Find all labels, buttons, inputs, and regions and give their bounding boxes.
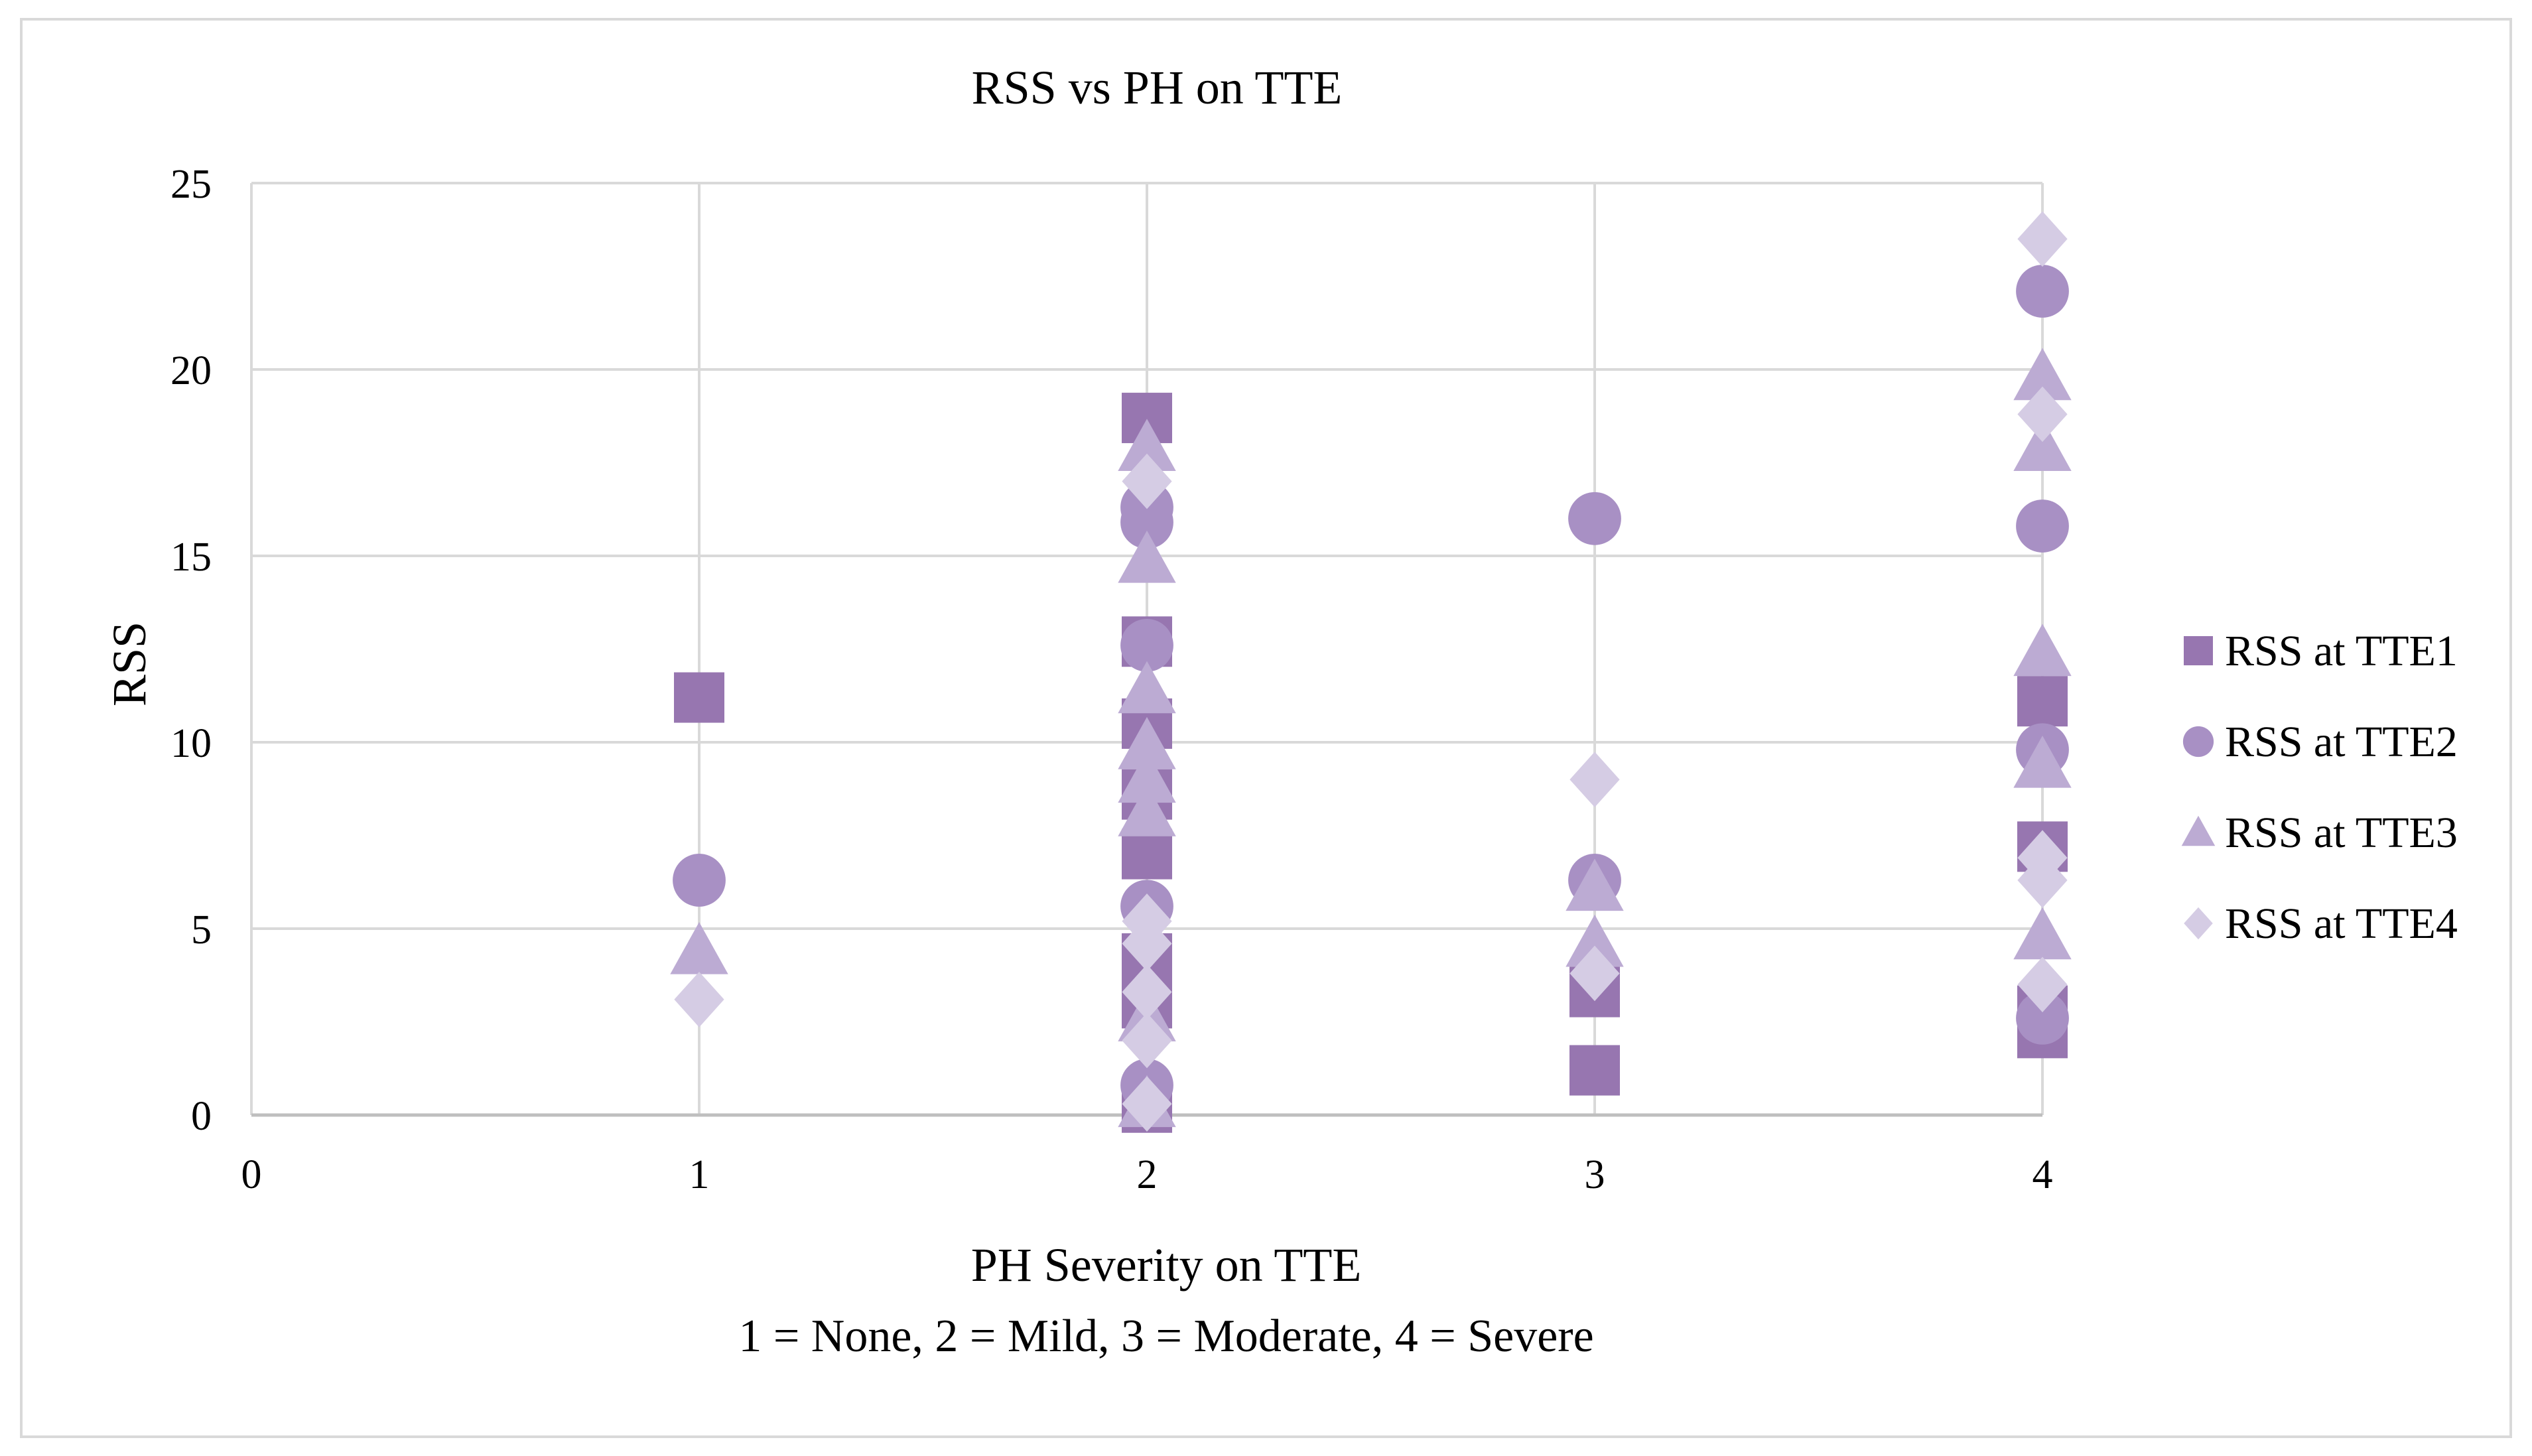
points-layer — [670, 211, 2072, 1133]
data-point-tte4 — [1122, 453, 1172, 509]
y-tick-label: 0 — [191, 1094, 212, 1139]
data-point-tte4 — [1122, 915, 1172, 972]
data-point-tte3 — [2013, 907, 2072, 960]
data-point-tte4 — [2017, 211, 2068, 267]
legend-label: RSS at TTE1 — [2225, 627, 2458, 675]
series-1 — [674, 393, 2068, 1133]
data-point-tte2 — [2016, 991, 2069, 1045]
y-tick-label: 20 — [170, 348, 212, 393]
legend-marker-circle — [2182, 726, 2214, 758]
data-point-tte1 — [674, 672, 724, 723]
legend-label: RSS at TTE3 — [2225, 809, 2458, 857]
data-point-tte4 — [1569, 752, 1620, 807]
labels-layer: RSS vs PH on TTE PH Severity on TTE 1 = … — [103, 61, 1594, 1362]
y-tick-label: 5 — [191, 907, 212, 953]
legend-marker-square — [2184, 636, 2213, 665]
data-point-tte2 — [2016, 499, 2069, 553]
legend-item-tte2: RSS at TTE2 — [2182, 718, 2458, 766]
legend-item-tte4: RSS at TTE4 — [2184, 899, 2458, 948]
data-point-tte3 — [670, 922, 728, 974]
legend-item-tte3: RSS at TTE3 — [2181, 809, 2458, 857]
y-tick-label: 25 — [170, 162, 212, 207]
data-point-tte3 — [2013, 736, 2072, 788]
data-point-tte3 — [1118, 750, 1176, 803]
x-tick-label: 1 — [689, 1152, 710, 1197]
data-point-tte2 — [673, 854, 726, 907]
data-point-tte3 — [1118, 661, 1176, 714]
legend-item-tte1: RSS at TTE1 — [2184, 627, 2458, 675]
y-tick-label: 15 — [170, 535, 212, 580]
data-point-tte4 — [2017, 386, 2068, 442]
data-point-tte3 — [1566, 858, 1624, 911]
x-tick-label: 2 — [1137, 1152, 1158, 1197]
data-point-tte2 — [1120, 618, 1173, 672]
chart-frame: 0 5 10 15 20 25 0 1 2 3 4 RSS vs PH on TTE PH Seve… — [20, 18, 2512, 1438]
data-point-tte1 — [2017, 676, 2068, 727]
data-point-tte4 — [2017, 957, 2068, 1013]
series-4 — [674, 211, 2068, 1132]
y-tick-label: 10 — [170, 721, 212, 766]
x-axis-label: PH Severity on TTE — [971, 1238, 1362, 1291]
data-point-tte4 — [1569, 945, 1620, 1002]
x-tick-label: 4 — [2032, 1152, 2053, 1197]
x-tick-label: 3 — [1585, 1152, 1605, 1197]
data-point-tte3 — [2013, 348, 2072, 401]
chart-title: RSS vs PH on TTE — [972, 61, 1343, 114]
series-3 — [670, 348, 2072, 1128]
data-point-tte2 — [2016, 265, 2069, 318]
data-point-tte4 — [1122, 964, 1172, 1020]
data-point-tte4 — [674, 971, 724, 1027]
x-axis-note: 1 = None, 2 = Mild, 3 = Moderate, 4 = Se… — [738, 1311, 1593, 1362]
data-point-tte3 — [1118, 716, 1176, 769]
data-point-tte4 — [2017, 852, 2068, 908]
data-point-tte3 — [1566, 914, 1624, 967]
data-point-tte3 — [1118, 419, 1176, 471]
data-point-tte4 — [1122, 1076, 1172, 1132]
data-point-tte3 — [2013, 624, 2072, 677]
series-2 — [673, 265, 2069, 1112]
legend-label: RSS at TTE2 — [2225, 718, 2458, 766]
legend-marker-triangle — [2181, 815, 2216, 846]
data-point-tte4 — [1122, 1012, 1172, 1069]
data-point-tte2 — [1568, 492, 1621, 545]
data-point-tte3 — [2013, 419, 2072, 471]
chart-svg: 0 5 10 15 20 25 0 1 2 3 4 RSS vs PH on TTE PH Seve… — [103, 61, 2458, 1362]
x-tick-label: 0 — [241, 1152, 262, 1197]
legend-label: RSS at TTE4 — [2225, 899, 2458, 948]
y-axis-label: RSS — [103, 622, 156, 706]
legend-marker-diamond — [2184, 907, 2213, 940]
legend: RSS at TTE1 RSS at TTE2 RSS at TTE3 RSS at … — [2181, 627, 2458, 948]
data-point-tte1 — [1569, 1045, 1620, 1096]
data-point-tte3 — [1118, 530, 1176, 583]
data-point-tte2 — [1120, 496, 1173, 549]
data-point-tte1 — [1122, 828, 1172, 880]
data-point-tte3 — [1118, 784, 1176, 836]
axis-layer: 0 5 10 15 20 25 0 1 2 3 4 — [170, 162, 2053, 1197]
